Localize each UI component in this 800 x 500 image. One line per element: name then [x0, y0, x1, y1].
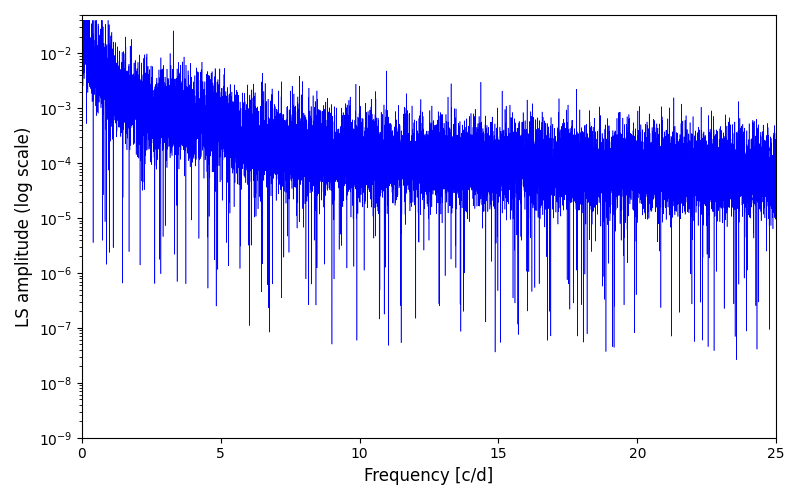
- X-axis label: Frequency [c/d]: Frequency [c/d]: [364, 467, 494, 485]
- Y-axis label: LS amplitude (log scale): LS amplitude (log scale): [15, 126, 33, 326]
